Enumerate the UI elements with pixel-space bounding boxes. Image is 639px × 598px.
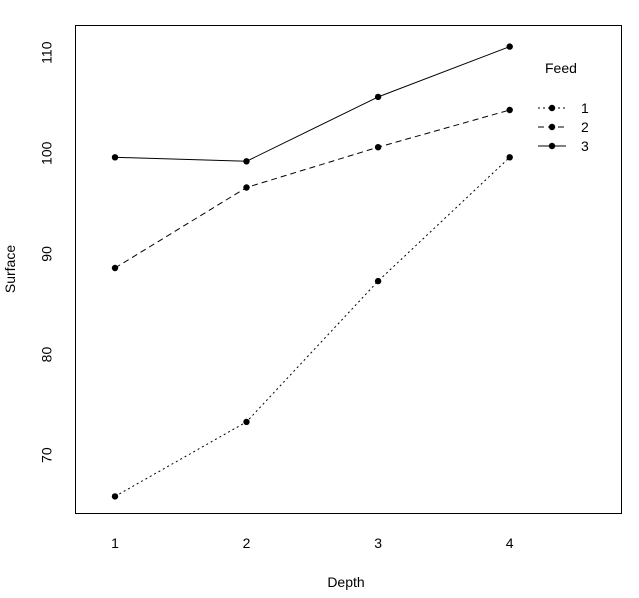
legend-point-swatch [548,123,556,131]
data-point [374,277,382,285]
data-point [111,154,119,161]
legend-label: 1 [581,100,589,116]
legend-entry: 2 [538,119,589,135]
series-1 [111,154,513,500]
data-point [243,418,250,426]
data-point [374,144,382,151]
data-point [111,264,119,272]
x-tick-label: 2 [243,535,251,551]
y-axis: 70 80 90 100 110 [39,41,55,463]
legend-label: 3 [581,138,589,154]
data-point [506,106,513,114]
data-point [111,493,119,500]
series-line [114,109,510,269]
series-line [114,156,511,497]
series-layer [111,43,513,500]
x-tick-label: 4 [506,535,514,551]
legend-entry: 1 [538,100,589,116]
data-point [243,184,250,191]
series-line [114,46,510,162]
data-point [243,158,250,165]
y-tick-label: 90 [39,246,55,262]
legend-label: 2 [581,119,589,135]
plot-frame [75,25,622,514]
series-3 [111,43,513,165]
legend: Feed 1 2 3 [538,60,589,154]
series-2 [111,106,513,272]
legend-point-swatch [548,142,556,150]
y-tick-label: 100 [39,141,55,165]
x-tick-label: 1 [111,535,119,551]
legend-point-swatch [548,104,556,112]
y-tick-label: 80 [39,347,55,363]
x-axis: 1 2 3 4 [111,535,514,551]
data-point [506,154,513,161]
data-point [506,43,513,50]
x-tick-label: 3 [374,535,382,551]
legend-entry: 3 [538,138,589,154]
legend-title: Feed [545,60,577,76]
y-tick-label: 70 [39,447,55,463]
y-axis-title: Surface [2,245,18,293]
y-tick-label: 110 [39,41,55,64]
data-point [374,93,382,101]
x-axis-title: Depth [327,574,364,590]
